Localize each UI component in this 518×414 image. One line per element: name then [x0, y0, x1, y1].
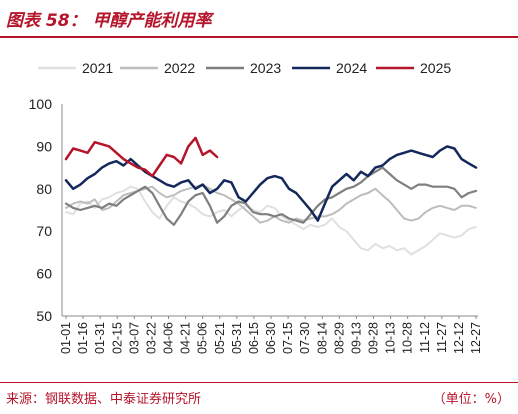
y-tick-label: 60	[36, 266, 52, 282]
series-line-2021	[65, 185, 477, 256]
y-tick-label: 70	[36, 223, 52, 239]
title-rule	[0, 36, 518, 38]
x-tick-label: 01-16	[76, 322, 90, 354]
legend-label-2022: 2022	[164, 60, 195, 76]
x-tick-label: 04-06	[162, 322, 176, 354]
chart-legend: 2021 2022 2023 2024 2025	[38, 60, 451, 76]
x-tick-label: 02-15	[110, 322, 124, 354]
plot-area	[64, 136, 478, 256]
series-line-2025	[64, 136, 219, 178]
legend-label-2025: 2025	[420, 60, 451, 76]
series-line-2024	[64, 145, 478, 222]
x-tick-label: 01-31	[93, 322, 107, 354]
legend-label-2023: 2023	[250, 60, 281, 76]
x-tick-label: 01-01	[59, 322, 73, 354]
x-tick-label: 10-13	[384, 322, 398, 354]
legend-label-2024: 2024	[336, 60, 367, 76]
x-tick-label: 07-30	[298, 322, 312, 354]
unit-note: （单位：%）	[432, 392, 510, 407]
x-tick-label: 03-22	[144, 322, 158, 354]
x-tick-label: 05-31	[230, 322, 244, 354]
x-tick-label: 11-12	[418, 322, 432, 353]
y-tick-label: 100	[29, 96, 53, 112]
x-tick-label: 05-06	[196, 322, 210, 354]
x-tick-label: 09-13	[349, 322, 363, 354]
x-tick-label: 08-29	[332, 322, 346, 354]
source-note: 来源：钢联数据、中泰证券研究所	[6, 392, 202, 407]
x-tick-label: 06-30	[264, 322, 278, 354]
y-tick-label: 80	[36, 181, 52, 197]
x-tick-label: 12-12	[452, 322, 466, 354]
footer-rule	[0, 382, 518, 383]
x-axis: 01-01 01-16 01-31 02-15 03-07 03-22 04-06 04-21…	[59, 315, 483, 354]
x-tick-label: 03-07	[127, 322, 141, 354]
figure-title: 图表 58： 甲醇产能利用率	[6, 11, 212, 31]
legend-label-2021: 2021	[82, 60, 113, 76]
x-tick-label: 06-15	[247, 322, 261, 354]
x-tick-label: 12-27	[469, 322, 483, 354]
y-tick-label: 90	[36, 138, 52, 154]
x-tick-label: 11-27	[435, 322, 449, 353]
x-tick-label: 04-21	[179, 322, 193, 354]
y-tick-label: 50	[36, 308, 52, 324]
series-line-2022	[65, 183, 477, 224]
x-tick-label: 07-15	[281, 322, 295, 354]
x-tick-label: 10-28	[401, 322, 415, 354]
y-axis: 50 60 70 80 90 100	[29, 96, 63, 324]
series-line-2023	[64, 166, 478, 226]
x-tick-label: 09-28	[367, 322, 381, 354]
x-tick-label: 08-14	[315, 322, 329, 354]
x-tick-label: 05-21	[213, 322, 227, 354]
